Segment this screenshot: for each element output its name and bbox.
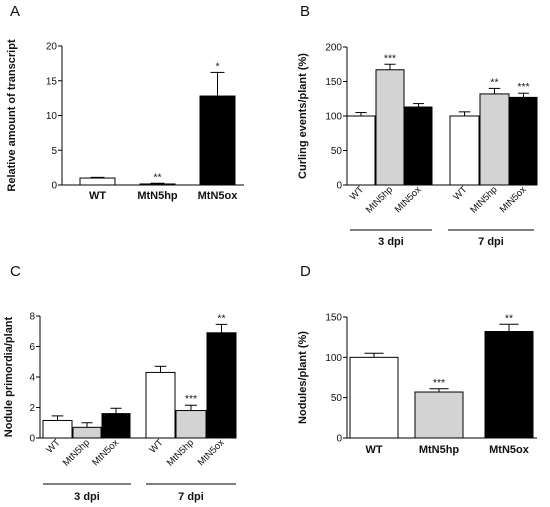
category-label: WT (147, 437, 165, 455)
y-tick-label: 100 (325, 353, 342, 364)
y-tick-label: 4 (29, 373, 35, 384)
significance-label: * (215, 60, 219, 72)
group-label: 7 dpi (178, 491, 204, 503)
y-tick-label: 0 (29, 434, 35, 445)
bar-mtn5ox (484, 331, 534, 439)
category-label: MtN5ox (393, 184, 424, 215)
bar-mtn5hp (479, 93, 510, 186)
bar-wt (449, 115, 480, 186)
significance-label: *** (185, 393, 197, 405)
panel-letter: D (300, 263, 311, 280)
category-label: MtN5hp (468, 184, 499, 215)
category-label: MtN5ox (196, 437, 227, 468)
y-axis-title: Relative amount of transcript (6, 39, 18, 192)
category-label: WT (451, 184, 469, 202)
bar-mtn5hp (375, 69, 405, 186)
bar-wt (79, 177, 116, 186)
category-label: WT (44, 437, 62, 455)
group-label: 7 dpi (478, 236, 504, 248)
significance-label: ** (217, 312, 225, 324)
category-label: MtN5hp (61, 437, 92, 468)
y-axis-title: Nodule primordia/plant (3, 316, 15, 437)
category-label: MtN5ox (90, 437, 121, 468)
y-tick-label: 100 (325, 112, 342, 123)
y-axis-title: Nodules/plant (%) (297, 331, 309, 424)
category-label: WT (89, 190, 106, 202)
category-label: MtN5ox (498, 184, 529, 215)
y-tick-label: 150 (325, 313, 342, 324)
bar-mtn5ox (199, 95, 236, 186)
y-tick-label: 0 (336, 434, 342, 445)
y-tick-label: 15 (46, 76, 58, 87)
y-tick-label: 0 (336, 181, 342, 192)
category-label: MtN5hp (419, 444, 460, 456)
bar-mtn5ox (101, 413, 131, 439)
bar-mtn5ox (509, 96, 538, 186)
bar-mtn5hp (72, 426, 102, 439)
y-tick-label: 10 (46, 111, 58, 122)
panel-letter: C (10, 263, 21, 280)
category-label: MtN5hp (165, 437, 196, 468)
significance-label: *** (517, 81, 529, 93)
bar-mtn5hp (175, 410, 207, 439)
panel-letter: A (10, 3, 20, 20)
y-tick-label: 20 (46, 42, 58, 53)
y-tick-label: 50 (331, 393, 343, 404)
y-tick-label: 0 (51, 181, 57, 192)
significance-label: *** (384, 52, 396, 64)
y-tick-label: 5 (51, 146, 57, 157)
significance-label: ** (505, 312, 513, 324)
bar-wt (346, 115, 376, 186)
panel-d: D 0 50 100 150 Nodules/plant (%) WT *** MtN5hp **… (297, 263, 537, 456)
category-label: MtN5hp (137, 190, 178, 202)
group-label: 3 dpi (378, 236, 404, 248)
y-tick-label: 50 (331, 146, 343, 157)
y-axis-title: Curling events/plant (%) (297, 53, 309, 179)
bar-mtn5hp (414, 391, 464, 439)
category-label: WT (348, 184, 366, 202)
category-label: MtN5ox (198, 190, 239, 202)
category-label: MtN5ox (489, 444, 530, 456)
group-label: 3 dpi (74, 491, 100, 503)
bar-mtn5hp (139, 183, 176, 186)
significance-label: ** (153, 171, 161, 183)
significance-label: *** (433, 377, 445, 389)
bar-mtn5ox (404, 106, 433, 186)
y-tick-label: 200 (325, 43, 342, 54)
y-tick-label: 150 (325, 77, 342, 88)
bar-wt (42, 419, 73, 439)
bar-mtn5ox (206, 332, 237, 439)
panel-letter: B (300, 3, 310, 20)
y-tick-label: 8 (29, 312, 35, 323)
y-tick-label: 2 (29, 403, 35, 414)
panel-a: A 0 5 10 15 20 Relative amount of transcript WT… (6, 3, 244, 202)
category-label: MtN5hp (364, 184, 395, 215)
y-tick-label: 6 (29, 342, 35, 353)
bar-wt (145, 371, 176, 439)
bar-wt (349, 356, 399, 439)
category-label: WT (365, 444, 382, 456)
panel-b: B 0 50 100 150 200 Curling events/plant (%) WT *… (297, 3, 538, 248)
significance-label: ** (490, 76, 498, 88)
